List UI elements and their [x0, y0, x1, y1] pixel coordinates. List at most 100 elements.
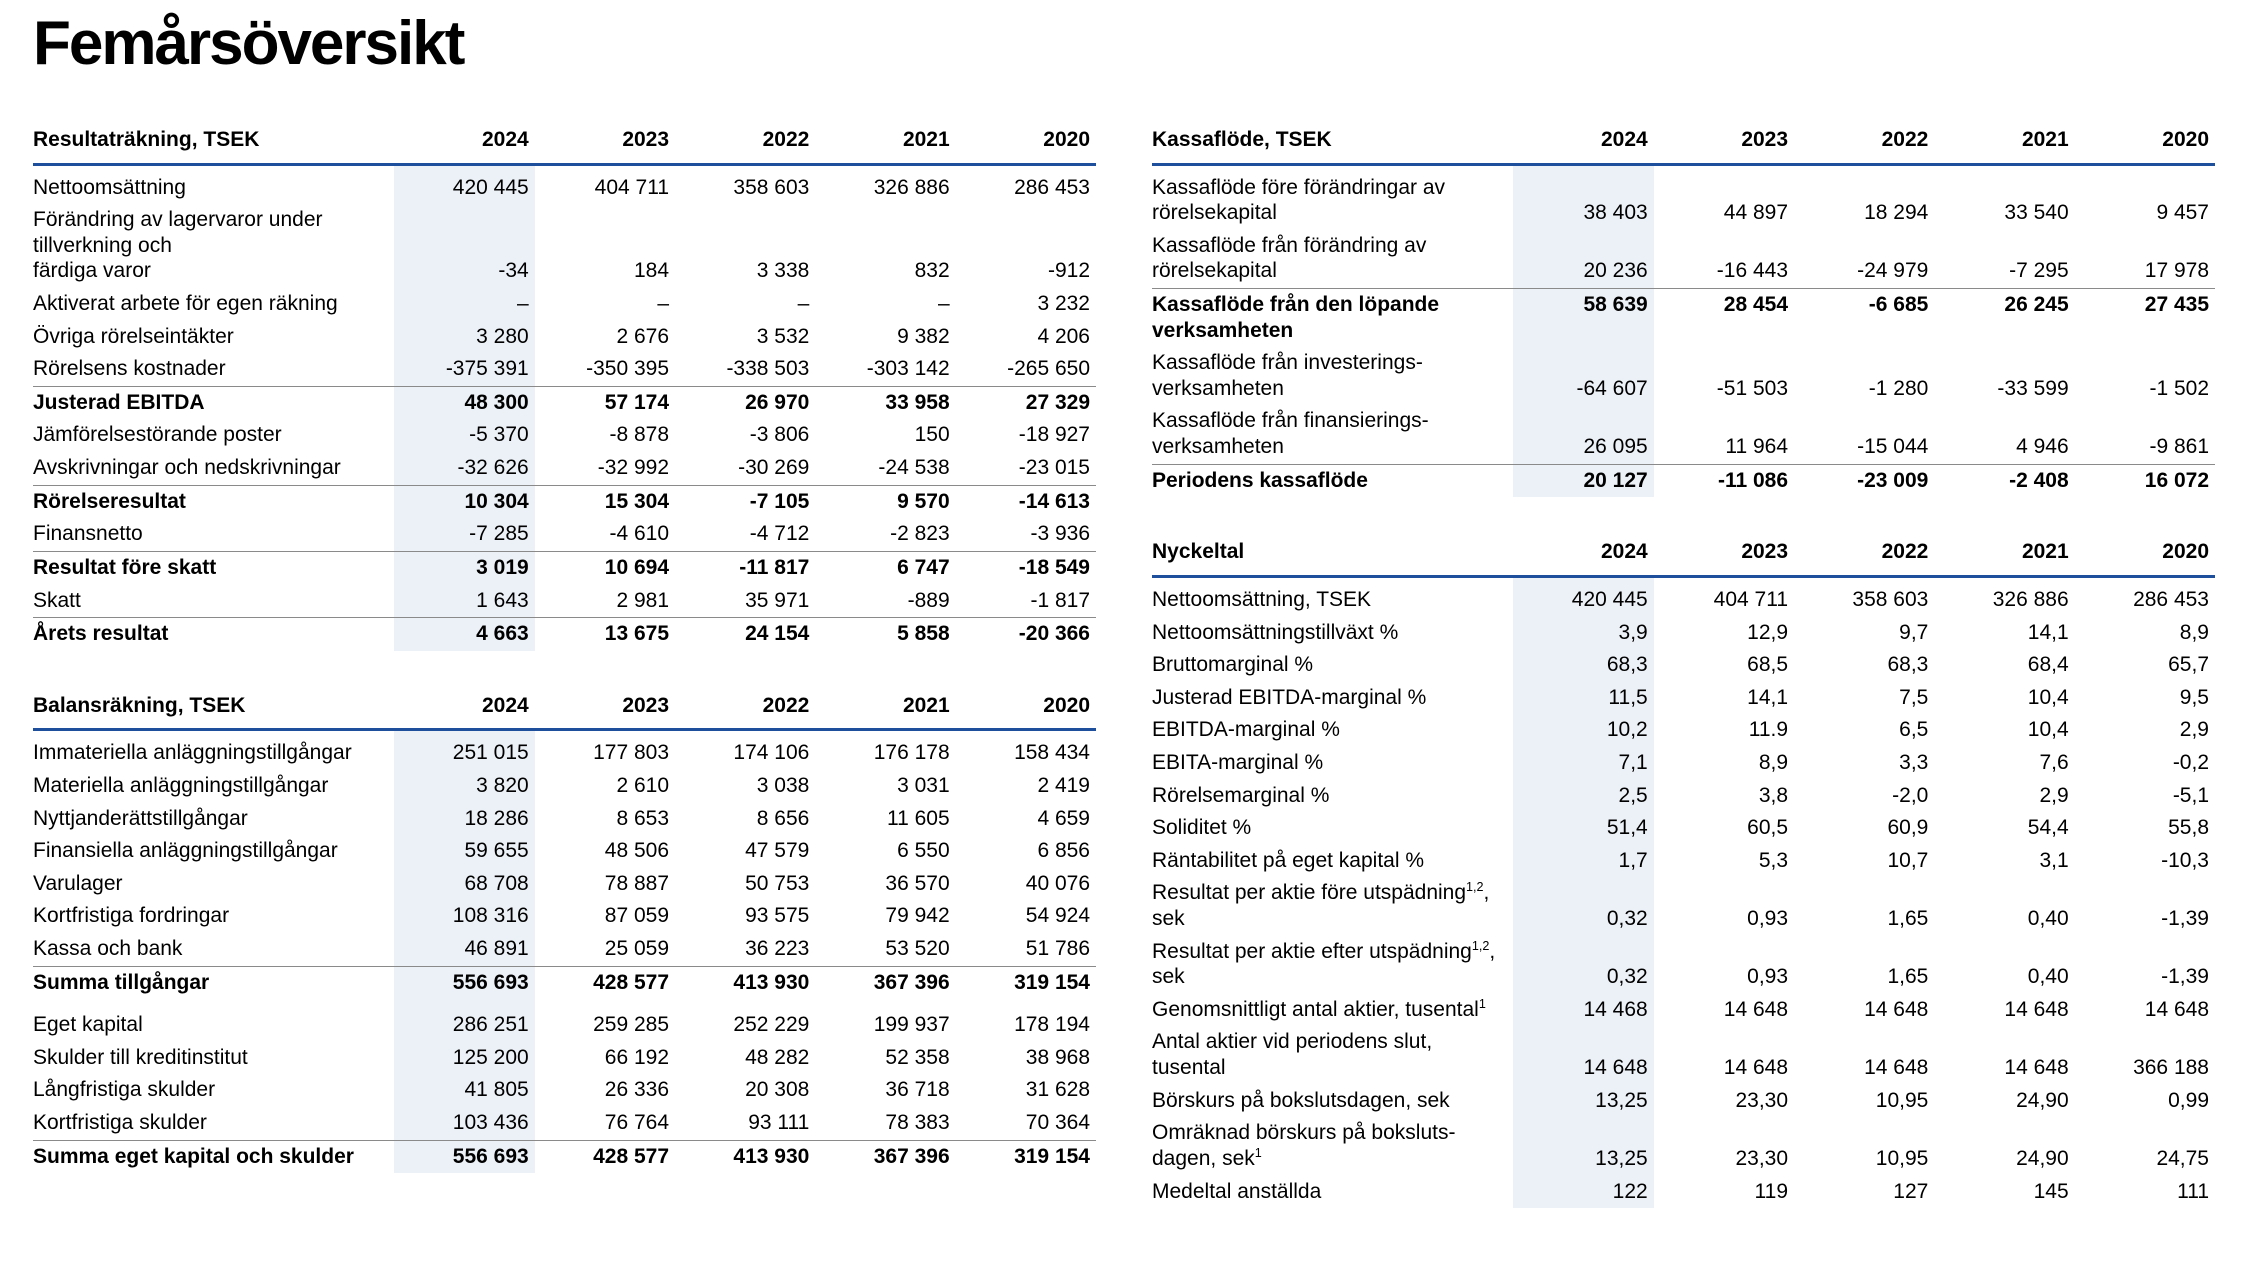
value-cell: 358 603	[733, 175, 810, 199]
value-cell: -1 817	[1030, 588, 1090, 612]
value-cell: 286 251	[394, 999, 535, 1042]
value-cell: 23,30	[1735, 1088, 1789, 1112]
value-cell: -375 391	[394, 353, 535, 387]
value-cell: 26 336	[604, 1078, 670, 1102]
value-cell: 65,7	[2168, 653, 2209, 677]
value-cell: -16 443	[1716, 259, 1789, 283]
row-label: Soliditet %	[1152, 816, 1252, 840]
table-title: Kassaflöde, TSEK	[1152, 127, 1514, 166]
value-cell: 68,5	[1747, 653, 1789, 677]
value-cell: 3 820	[394, 769, 535, 803]
value-cell: 14,1	[1747, 685, 1789, 709]
value-cell: 8 653	[616, 806, 670, 830]
footnote-marker: 1,2	[1466, 880, 1484, 895]
row-label: Nettoomsättning, TSEK	[1152, 587, 1372, 611]
value-cell: 36 570	[885, 871, 950, 895]
value-cell: 9,7	[1899, 620, 1929, 644]
value-cell: 326 886	[873, 175, 950, 199]
value-cell: 10,2	[1513, 714, 1654, 747]
value-cell: 0,40	[2027, 965, 2069, 989]
value-cell: 38 403	[1513, 164, 1654, 230]
table-row: Medeltal anställda 122 119 127 145 111	[1152, 1175, 2215, 1209]
value-cell: 4 946	[2016, 435, 2069, 459]
row-label: Genomsnittligt antal aktier, tusental1	[1152, 996, 1486, 1021]
value-cell: 6 856	[1037, 839, 1090, 863]
row-label: Kassaflöde från den löpande verksamheten	[1152, 288, 1514, 348]
value-cell: 51 786	[1025, 937, 1090, 961]
value-cell: 10,95	[1875, 1088, 1929, 1112]
value-cell: 199 937	[873, 1013, 950, 1037]
value-cell: 79 942	[885, 904, 950, 928]
value-cell: 10,95	[1875, 1146, 1929, 1170]
row-label: Materiella anläggningstillgångar	[33, 773, 329, 797]
row-label: Resultat per aktie efter utspädning1,2, …	[1152, 938, 1496, 989]
value-cell: 14,1	[2027, 620, 2069, 644]
value-cell: 13,25	[1513, 1117, 1654, 1176]
value-cell: -11 817	[675, 550, 816, 585]
row-label: Rörelseresultat	[33, 484, 395, 519]
value-cell: 20 236	[1513, 229, 1654, 289]
value-cell: 413 930	[675, 1139, 816, 1174]
value-cell: 14 468	[1513, 993, 1654, 1027]
cash-flow-table-grid: Kassaflöde, TSEK 2024 2023 2022 2021 2020 Kass…	[1152, 127, 2215, 498]
value-cell: 14 648	[2144, 997, 2209, 1021]
value-cell: 286 453	[2133, 587, 2209, 611]
value-cell: 428 577	[534, 1139, 676, 1174]
value-cell: 11.9	[1748, 718, 1789, 742]
year-header: 2020	[955, 692, 1096, 732]
row-label: Varulager	[33, 871, 123, 895]
balance-sheet-table-grid: Balansräkning, TSEK 2024 2023 2022 2021 2020 I…	[33, 692, 1096, 1174]
value-cell: 35 971	[745, 588, 810, 612]
value-cell: 3,3	[1899, 750, 1929, 774]
value-cell: -2 823	[890, 522, 950, 546]
table-row: Kassaflöde före förändringar av rörelsek…	[1152, 164, 2215, 230]
value-cell: 13 675	[534, 617, 676, 651]
value-cell: -912	[1047, 259, 1090, 283]
value-cell: 40 076	[1025, 871, 1090, 895]
table-row: Finansnetto -7 285 -4 610 -4 712 -2 823 -3 93…	[33, 518, 1096, 552]
value-cell: 78 887	[604, 871, 670, 895]
value-cell: 52 358	[885, 1045, 950, 1069]
row-label: Rörelsens kostnader	[33, 357, 226, 381]
value-cell: 93 575	[745, 904, 810, 928]
table-row: Bruttomarginal % 68,3 68,5 68,3 68,4 65,7	[1152, 649, 2215, 682]
value-cell: -1,39	[2161, 965, 2209, 989]
total-row: Kassaflöde från den löpande verksamheten…	[1152, 288, 2215, 348]
year-header: 2021	[1934, 539, 2075, 578]
year-header: 2020	[2074, 127, 2215, 166]
value-cell: 3 280	[394, 320, 535, 354]
table-row: Antal aktier vid periodens slut, tusenta…	[1152, 1026, 2215, 1085]
value-cell: 2 610	[616, 773, 670, 797]
value-cell: 54 924	[1025, 904, 1090, 928]
year-header: 2023	[1653, 539, 1795, 578]
table-title: Balansräkning, TSEK	[33, 692, 395, 732]
value-cell: 10 694	[534, 550, 676, 585]
year-header: 2022	[1794, 127, 1935, 166]
value-cell: -18 549	[955, 550, 1096, 585]
value-cell: 15 304	[534, 484, 676, 519]
row-label: Justerad EBITDA-marginal %	[1152, 685, 1427, 709]
table-row: Kortfristiga fordringar 108 316 87 059 93 5…	[33, 900, 1096, 934]
year-header: 2021	[1934, 127, 2075, 166]
value-cell: -24 538	[878, 456, 950, 480]
row-label: Eget kapital	[33, 1013, 143, 1037]
row-label: EBITDA-marginal %	[1152, 718, 1340, 742]
value-cell: 3 038	[756, 773, 810, 797]
value-cell: 2,9	[2039, 783, 2069, 807]
value-cell: 3 338	[756, 259, 810, 283]
table-row: Avskrivningar och nedskrivningar -32 626 -…	[33, 452, 1096, 486]
row-label: Kortfristiga skulder	[33, 1111, 207, 1135]
value-cell: 68 708	[394, 867, 535, 901]
value-cell: 177 803	[593, 741, 670, 765]
row-label: Kassaflöde före förändringar av rörelsek…	[1152, 175, 1446, 225]
value-cell: 127	[1893, 1179, 1929, 1203]
value-cell: 25 059	[604, 937, 670, 961]
value-cell: 50 753	[745, 871, 810, 895]
value-cell: 3 019	[394, 550, 535, 585]
value-cell: -0,2	[2172, 750, 2209, 774]
value-cell: -23 015	[1018, 456, 1090, 480]
value-cell: 3,1	[2039, 848, 2069, 872]
value-cell: -4 712	[749, 522, 810, 546]
value-cell: 176 178	[873, 741, 950, 765]
